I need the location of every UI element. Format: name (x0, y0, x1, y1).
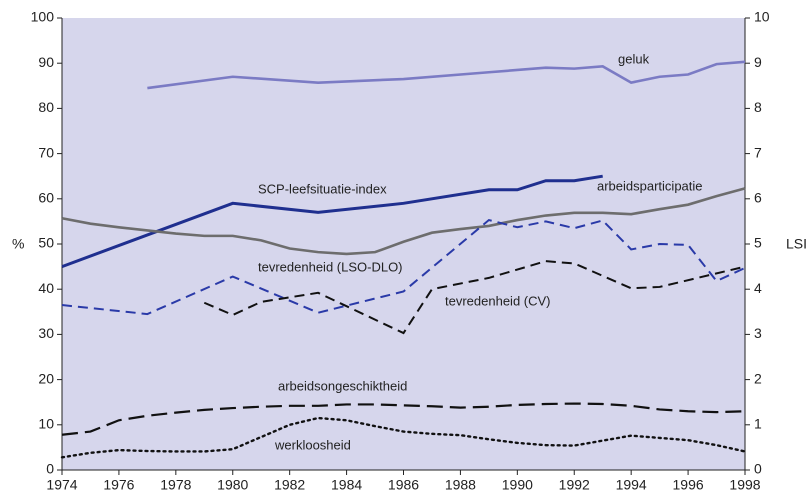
series-label: werkloosheid (274, 437, 351, 452)
y2-tick-label: 5 (754, 235, 762, 251)
y-tick-label: 100 (31, 9, 55, 25)
y-tick-label: 30 (38, 325, 54, 341)
series-line (61, 174, 603, 269)
y2-tick-label: 9 (754, 54, 762, 70)
x-tick-label: 1984 (331, 477, 362, 493)
y-tick-label: 20 (38, 370, 54, 386)
y2-tick-label: 3 (754, 325, 762, 341)
y2-tick-label: 4 (754, 280, 762, 296)
series-line (61, 187, 746, 256)
x-tick-label: 1994 (616, 477, 647, 493)
x-tick-label: 1980 (217, 477, 248, 493)
y-tick-label: 40 (38, 280, 54, 296)
series-line (147, 60, 746, 90)
y2-tick-label: 8 (754, 99, 762, 115)
x-tick-label: 1996 (673, 477, 704, 493)
y2-tick-label: 1 (754, 416, 762, 432)
y2-axis-label: LSI (786, 236, 807, 252)
series-label: SCP-leefsituatie-index (258, 181, 387, 196)
y2-tick-label: 6 (754, 190, 762, 206)
y-tick-label: 90 (38, 54, 54, 70)
x-tick-label: 1986 (388, 477, 419, 493)
series-label: tevredenheid (CV) (445, 293, 551, 308)
y2-tick-label: 10 (754, 9, 770, 25)
y-tick-label: 70 (38, 144, 54, 160)
y-tick-label: 60 (38, 190, 54, 206)
series-label: geluk (618, 51, 650, 66)
x-tick-label: 1982 (274, 477, 305, 493)
x-tick-label: 1978 (160, 477, 191, 493)
y-axis-label: % (12, 236, 24, 252)
y-tick-label: 0 (46, 461, 54, 477)
y-tick-label: 10 (38, 416, 54, 432)
x-tick-label: 1990 (502, 477, 533, 493)
y-tick-label: 80 (38, 99, 54, 115)
x-tick-label: 1976 (103, 477, 134, 493)
x-tick-label: 1998 (729, 477, 760, 493)
series-line (61, 218, 746, 316)
plot-area (62, 18, 745, 470)
series-line (61, 402, 746, 436)
y2-tick-label: 0 (754, 461, 762, 477)
y2-tick-label: 2 (754, 370, 762, 386)
series-line (60, 416, 747, 459)
series-label: arbeidsongeschiktheid (278, 378, 407, 393)
x-tick-label: 1974 (46, 477, 77, 493)
x-tick-label: 1992 (559, 477, 590, 493)
x-tick-label: 1988 (445, 477, 476, 493)
series-label: tevredenheid (LSO-DLO) (258, 259, 403, 274)
y-tick-label: 50 (38, 235, 54, 251)
series-label: arbeidsparticipatie (597, 178, 703, 193)
series-line (203, 260, 746, 335)
y2-tick-label: 7 (754, 144, 762, 160)
